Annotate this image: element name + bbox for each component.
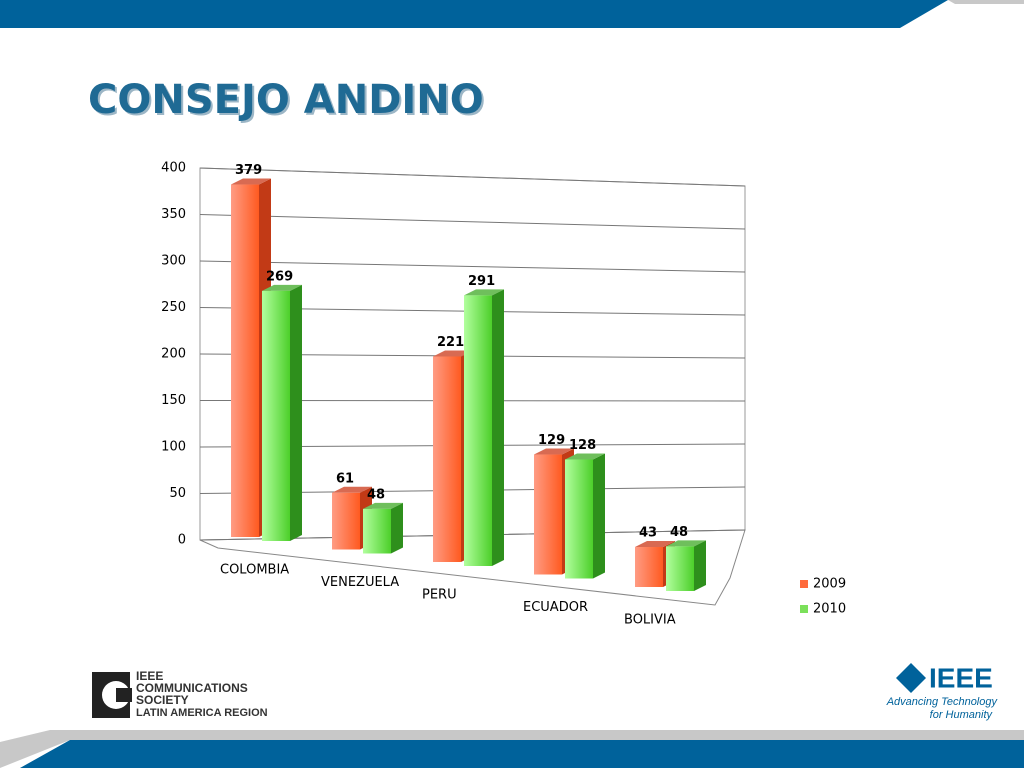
logo-tagline: Advancing Technology: [886, 696, 999, 708]
legend-swatch: [800, 580, 808, 588]
bar: [231, 184, 259, 537]
value-label: 48: [367, 487, 385, 502]
bar: [565, 459, 593, 579]
y-tick-label: 400: [161, 161, 186, 176]
logo-text: SOCIETY: [136, 693, 189, 707]
bar-side: [593, 453, 605, 579]
bar-top: [464, 289, 504, 296]
value-label: 61: [336, 471, 354, 486]
y-tick-label: 100: [161, 440, 186, 455]
bar-top: [231, 178, 271, 185]
bar-side: [694, 540, 706, 591]
y-tick-label: 350: [161, 207, 186, 222]
y-tick-label: 0: [178, 533, 186, 548]
grid-line: [199, 260, 746, 273]
bar-top: [565, 453, 605, 460]
value-label: 269: [266, 269, 293, 284]
bottom-accent: [0, 730, 1024, 768]
legend-label: 2009: [813, 577, 846, 592]
bar-top: [332, 486, 372, 493]
logo-tagline: for Humanity: [930, 709, 994, 721]
bar: [635, 547, 663, 587]
bar: [433, 356, 461, 562]
x-tick-label: PERU: [422, 588, 457, 603]
value-label: 129: [538, 433, 565, 448]
x-tick-label: ECUADOR: [523, 600, 588, 615]
value-label: 128: [569, 438, 596, 453]
y-tick-label: 250: [161, 300, 186, 315]
ieee-logo: IEEE Advancing Technology for Humanity: [886, 662, 999, 721]
bottom-band: [20, 740, 1024, 768]
top-band: [0, 0, 948, 28]
bar-side: [290, 284, 302, 541]
bar: [332, 492, 360, 550]
logo-text: IEEE: [929, 662, 993, 693]
bar-side: [391, 502, 403, 554]
value-label: 48: [670, 525, 688, 540]
bar-top: [363, 502, 403, 509]
legend-label: 2010: [813, 602, 846, 617]
grid-line: [199, 214, 746, 230]
y-tick-label: 300: [161, 254, 186, 269]
logo-diamond: [896, 663, 926, 693]
y-tick-label: 50: [169, 486, 186, 501]
logo-text: COMMUNICATIONS: [136, 681, 248, 695]
value-label: 43: [639, 526, 657, 541]
value-label: 379: [235, 163, 262, 178]
bar-top: [534, 448, 574, 455]
bar: [666, 546, 694, 591]
grid-line: [199, 167, 746, 187]
bar-top: [666, 540, 706, 547]
bar-side: [492, 289, 504, 566]
bar: [262, 290, 290, 541]
x-tick-label: COLOMBIA: [220, 563, 289, 578]
bar: [363, 508, 391, 554]
logo-mark: [116, 688, 132, 702]
legend-swatch: [800, 605, 808, 613]
bar-top: [433, 350, 473, 357]
value-label: 291: [468, 274, 495, 289]
chart: 0 50 100 150 200 250 300 350 400 COLOMBIA 379 269 VE…: [161, 161, 846, 628]
logo-text: IEEE: [136, 669, 163, 683]
title-shadow: CONSEJO ANDINO: [90, 79, 486, 125]
top-accent: [948, 0, 1024, 4]
bar-top: [262, 284, 302, 291]
x-tick-label: BOLIVIA: [624, 613, 676, 628]
bar: [464, 295, 492, 566]
comsoc-logo: IEEE COMMUNICATIONS SOCIETY LATIN AMERIC…: [92, 669, 268, 719]
chart-title: CONSEJO ANDINO: [88, 77, 484, 123]
bar: [534, 454, 562, 575]
x-tick-label: VENEZUELA: [321, 575, 399, 590]
y-tick-label: 200: [161, 347, 186, 362]
value-label: 221: [437, 335, 464, 350]
bar-top: [635, 541, 675, 548]
y-tick-label: 150: [161, 393, 186, 408]
logo-text: LATIN AMERICA REGION: [136, 707, 268, 719]
